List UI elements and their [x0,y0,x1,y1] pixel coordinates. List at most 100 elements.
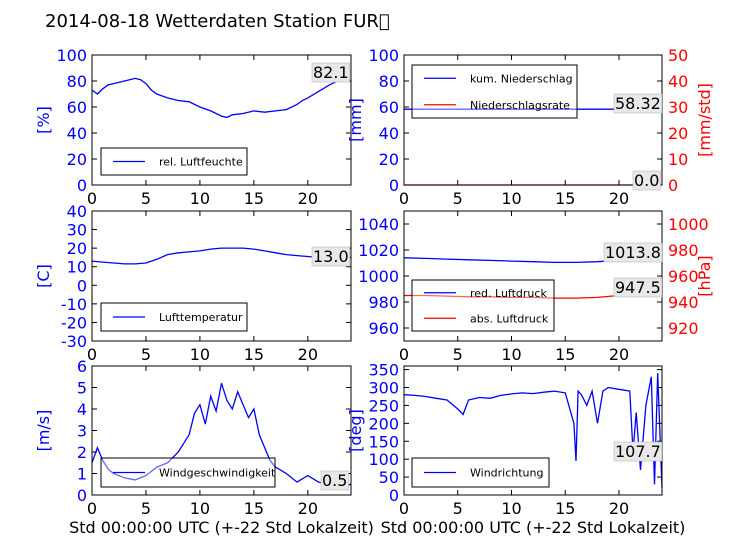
y2-tick-label: 30 [668,98,688,117]
legend-label: red. Luftdruck [470,287,547,300]
value-annotation: 82.1 [313,63,349,82]
legend-label: kum. Niederschlag [470,72,573,85]
y2-tick-label: 10 [668,150,688,169]
x-tick-label: 5 [141,499,151,518]
y-tick-label: 80 [379,72,399,91]
x-tick-label: 10 [501,499,521,518]
legend: red. Luftdruck abs. Luftdruck [411,279,555,332]
plot-frame [403,365,663,496]
x-tick-label: 15 [244,345,264,364]
y-tick-label: 30 [67,221,87,240]
y-tick-label: 0 [77,176,87,195]
y2-tick-label: 980 [668,241,699,260]
y-tick-label: 60 [67,98,87,117]
y2-tick-label: 40 [668,72,688,91]
y-tick-label: 40 [67,202,87,221]
y-tick-label: -10 [61,295,87,314]
series-line-humidity-0 [91,77,351,119]
y-tick-label: -30 [61,332,87,351]
legend-label: Niederschlagsrate [470,99,570,112]
annotation-bg [320,470,349,491]
x-tick-label: 0 [87,189,97,208]
annotation-bg [603,242,663,263]
y-axis-label: [%] [34,106,53,134]
y-tick-label: 100 [368,46,399,65]
series-line-temp-0 [91,247,351,265]
y-tick-label: 4 [77,400,87,419]
x-tick-label: 5 [453,189,463,208]
x-tick-label: 20 [609,345,629,364]
y2-axis-label: [hPa] [695,255,714,296]
y-tick-label: 200 [368,414,399,433]
y2-tick-label: 920 [668,319,699,338]
legend-label: Lufttemperatur [159,311,243,324]
value-annotation: 13.0 [313,247,349,266]
y-tick-label: 1000 [358,267,399,286]
x-tick-label: 15 [244,189,264,208]
y-tick-label: 300 [368,379,399,398]
x-tick-label: 20 [298,345,318,364]
y-tick-label: 250 [368,396,399,415]
x-tick-label: 15 [244,499,264,518]
y2-tick-label: 20 [668,124,688,143]
y-axis-label: [mm] [346,98,365,142]
x-axis-label: Std 00:00:00 UTC (+-22 Std Lokalzeit) [381,518,686,537]
annotation-bg [632,170,661,191]
annotation-bg [311,246,350,267]
legend-box [411,64,578,119]
y2-tick-label: 1000 [668,215,709,234]
y-tick-label: 20 [67,239,87,258]
x-tick-label: 15 [555,189,575,208]
annotation-bg [613,93,663,114]
x-tick-label: 10 [501,345,521,364]
legend: kum. Niederschlag Niederschlagsrate [411,64,578,119]
value-annotation: 947.5 [615,278,661,297]
x-tick-label: 5 [141,189,151,208]
y-tick-label: 0 [77,486,87,505]
legend-label: Windgeschwindigkeit [159,467,276,480]
y-tick-label: 50 [379,468,399,487]
value-annotation: 0.5 [322,471,347,490]
y-tick-label: 100 [56,46,87,65]
annotation-bg [311,62,350,83]
y-tick-label: 980 [368,293,399,312]
y-axis-label: [m/s] [34,410,53,452]
value-annotation: 58.32 [615,94,661,113]
legend: Lufttemperatur [100,302,248,332]
y-tick-label: 0 [77,276,87,295]
x-tick-label: 5 [141,345,151,364]
chart-panel-temp: 0 5 10 15 20-30-20-10010203040[C]Lufttempera… [34,202,352,364]
y-tick-label: -20 [61,313,87,332]
y-tick-label: 1020 [358,241,399,260]
y-tick-label: 100 [368,450,399,469]
y2-tick-label: 960 [668,267,699,286]
chart-panel-humidity: 0 5 10 15 20 0 20 40 60 80 100 [%] rel. Luftfeuchte 8… [34,46,352,208]
plot-frame [91,210,352,342]
y-tick-label: 3 [77,422,87,441]
legend: Windrichtung [411,457,550,488]
y2-axis-label: [mm/std] [695,83,714,157]
x-tick-label: 5 [453,345,463,364]
x-tick-label: 20 [298,189,318,208]
plot-frame [91,54,352,186]
x-tick-label: 20 [609,499,629,518]
plot-frame [403,54,663,186]
y-tick-label: 350 [368,361,399,380]
x-tick-label: 20 [298,499,318,518]
series-line-winddir-0 [403,373,663,488]
y-tick-label: 0 [389,176,399,195]
chart-panel-precip: 0 5 10 15 20 0 20 40 60 80 100 0 10 20 30 40 50 [mm] [mm/s… [346,46,714,208]
y-tick-label: 40 [67,124,87,143]
chart-panel-pressure: 0 5 10 15 20 960 980 1000 1020 1040 920 940 960 980 10… [358,210,714,364]
x-tick-label: 20 [609,189,629,208]
y-tick-label: 20 [67,150,87,169]
x-tick-label: 0 [87,345,97,364]
x-tick-label: 0 [399,189,409,208]
annotation-bg [613,277,663,298]
y-tick-label: 2 [77,443,87,462]
x-tick-label: 5 [453,499,463,518]
y-tick-label: 20 [379,150,399,169]
x-axis-label: Std 00:00:00 UTC (+-22 Std Lokalzeit) [69,518,374,537]
y-tick-label: 1040 [358,215,399,234]
